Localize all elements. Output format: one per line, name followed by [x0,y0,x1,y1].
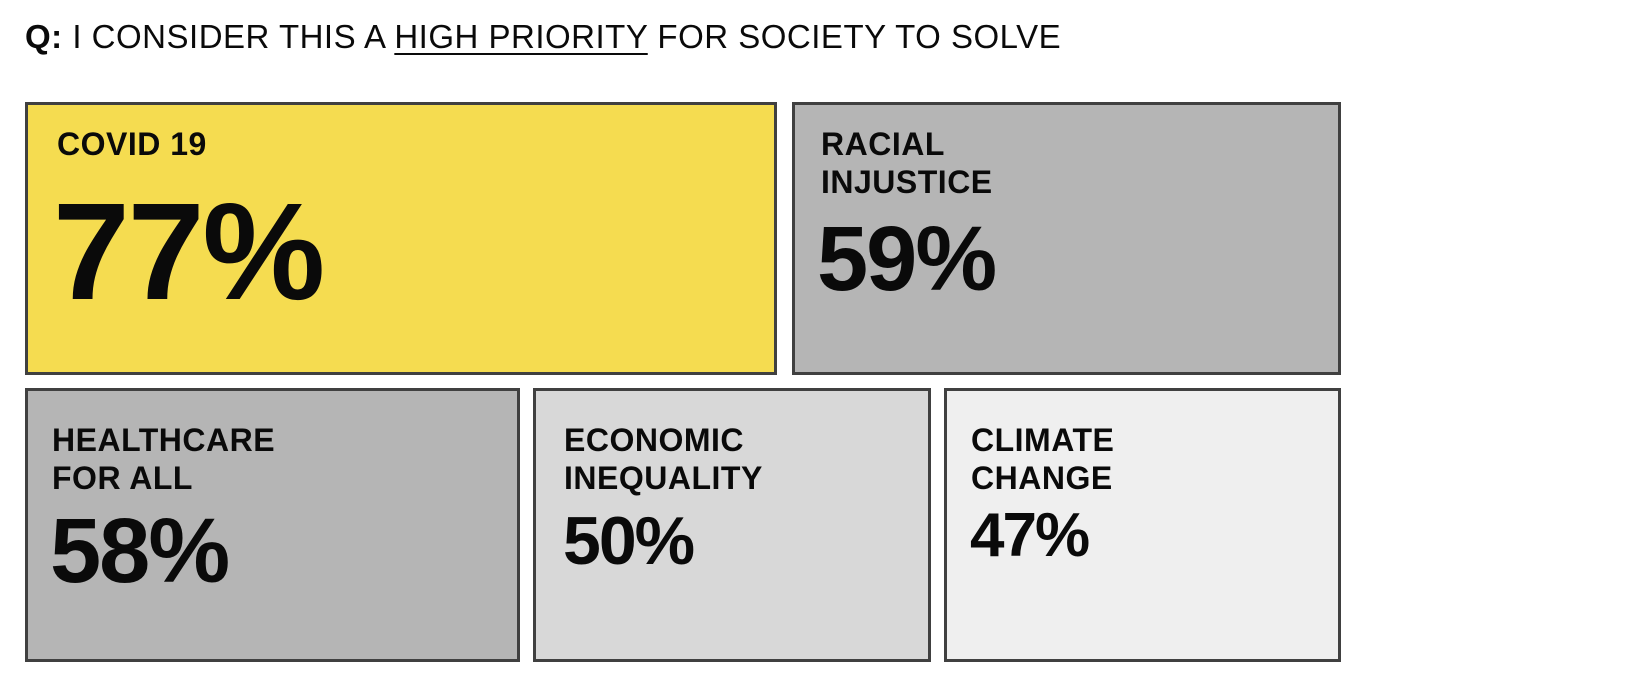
tile-covid-19: COVID 19 77% [25,102,777,375]
tile-value: 58% [50,500,230,602]
tile-climate-change: CLIMATE CHANGE 47% [944,388,1341,662]
tile-value: 50% [563,503,695,579]
tile-label: HEALTHCARE FOR ALL [52,422,276,496]
tile-label: COVID 19 [57,126,207,162]
tile-value: 59% [817,208,997,310]
question-emphasis: HIGH PRIORITY [394,18,648,55]
question-prefix: Q: [25,18,63,55]
tile-label: RACIAL INJUSTICE [821,126,993,200]
tile-value: 47% [970,501,1090,570]
tile-racial-injustice: RACIAL INJUSTICE 59% [792,102,1341,375]
tile-label: CLIMATE CHANGE [971,422,1115,496]
tile-economic-inequality: ECONOMIC INEQUALITY 50% [533,388,931,662]
question-text-after: FOR SOCIETY TO SOLVE [657,18,1062,55]
tile-value: 77% [53,175,325,329]
question-text-before: I CONSIDER THIS A [72,18,385,55]
tile-label: ECONOMIC INEQUALITY [564,422,763,496]
tile-healthcare-for-all: HEALTHCARE FOR ALL 58% [25,388,520,662]
question-title: Q: I CONSIDER THIS A HIGH PRIORITY FOR S… [25,18,1061,56]
